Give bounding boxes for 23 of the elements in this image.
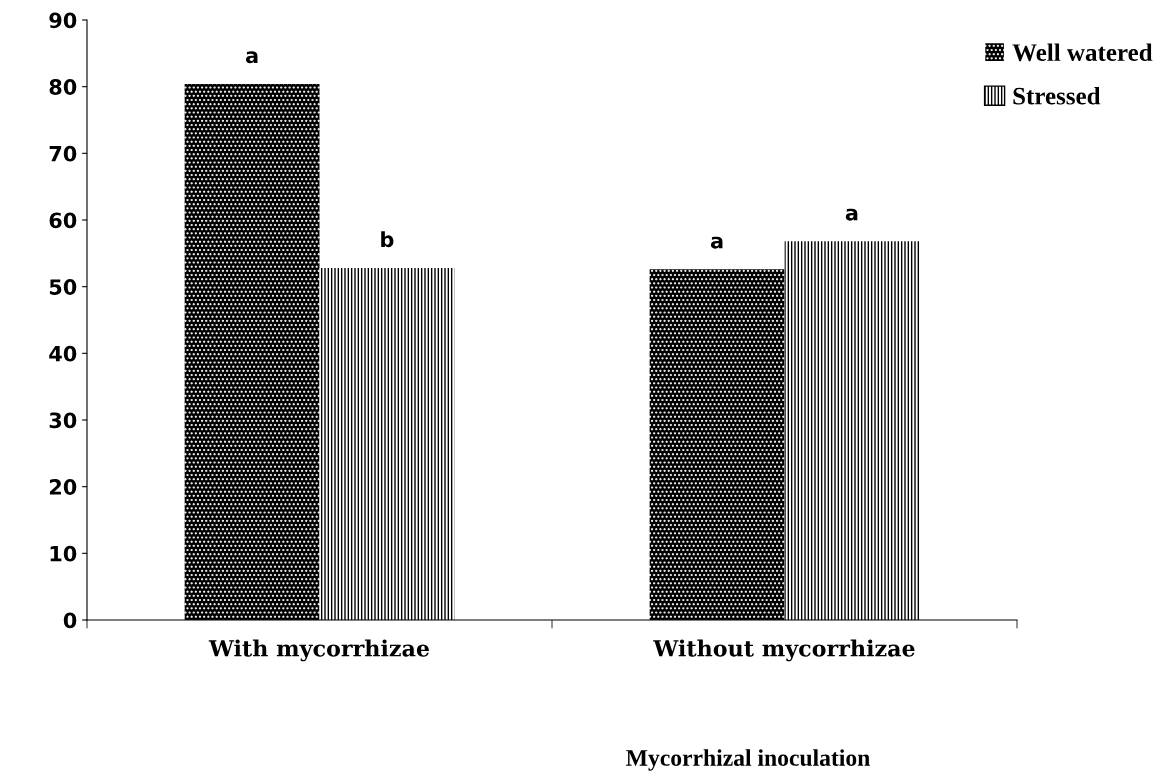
annotation: a	[845, 208, 858, 221]
bar	[319, 268, 455, 620]
x-axis-title: Mycorrhizal inoculation	[626, 749, 870, 771]
y-tick-label: 10	[50, 545, 77, 562]
annotation: a	[245, 51, 258, 64]
x-tick-label: Without mycorrhizae	[653, 639, 915, 662]
bar	[784, 241, 920, 620]
y-tick-label: 40	[49, 345, 77, 362]
bar	[184, 84, 320, 620]
bar	[649, 269, 785, 620]
y-tick-label: 80	[49, 79, 77, 95]
y-tick-label: 70	[49, 145, 77, 162]
x-tick-label: With mycorrhizae	[208, 639, 430, 662]
y-tick-label: 60	[49, 212, 77, 229]
y-tick-label: 30	[49, 412, 77, 429]
annotation: b	[381, 231, 394, 248]
legend-label: Stressed	[1013, 86, 1101, 105]
y-tick-label: 90	[49, 12, 77, 29]
y-tick-label: 0	[63, 612, 77, 629]
y-tick-label: 20	[49, 479, 77, 495]
annotation: a	[710, 236, 723, 249]
y-tick-label: 50	[49, 279, 77, 295]
legend-label: Well watered	[1012, 43, 1153, 62]
